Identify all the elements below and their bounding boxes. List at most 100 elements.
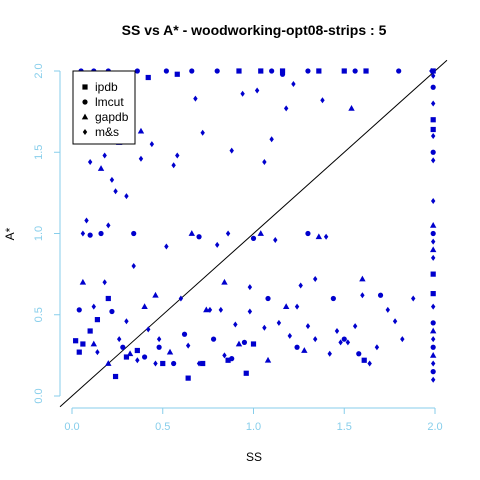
data-point-square <box>185 375 191 381</box>
data-point-circle <box>171 360 177 367</box>
data-point-circle <box>265 295 271 302</box>
data-point-diamond <box>233 321 238 328</box>
data-point-diamond <box>345 339 351 346</box>
data-point-diamond <box>360 292 365 299</box>
y-tick-label: 0.0 <box>33 388 45 403</box>
data-point-triangle <box>348 104 355 111</box>
data-point-circle <box>241 339 248 345</box>
data-point-diamond <box>164 243 169 250</box>
series-gapdb <box>79 104 437 366</box>
legend-label: lmcut <box>95 95 124 109</box>
data-point-triangle <box>79 278 87 285</box>
data-point-triangle <box>152 291 159 298</box>
data-point-circle <box>250 235 257 241</box>
data-point-circle <box>98 230 104 237</box>
data-point-circle <box>142 354 148 360</box>
data-point-diamond <box>116 336 122 343</box>
data-point-square <box>105 295 111 302</box>
data-point-diamond <box>298 282 303 289</box>
data-point-diamond <box>131 263 136 269</box>
y-tick-label: 1.5 <box>33 145 45 160</box>
data-point-circle <box>210 336 217 342</box>
data-point-diamond <box>149 141 155 148</box>
data-point-diamond <box>91 303 96 310</box>
data-point-circle <box>279 71 286 77</box>
data-point-diamond <box>109 176 115 183</box>
data-point-circle <box>76 307 82 313</box>
data-point-diamond <box>338 339 343 346</box>
data-point-circle <box>430 344 436 350</box>
data-point-diamond <box>84 217 89 224</box>
legend-label: m&s <box>95 125 119 139</box>
data-point-diamond <box>178 295 184 302</box>
data-point-diamond <box>334 328 340 334</box>
data-point-circle <box>305 230 311 237</box>
data-point-triangle <box>429 246 437 253</box>
data-point-triangle <box>166 348 174 355</box>
series-m-s <box>80 68 436 383</box>
legend-label: gapdb <box>95 110 129 124</box>
chart-title: SS vs A* - woodworking-opt08-strips : 5 <box>122 22 387 38</box>
data-point-diamond <box>430 376 436 383</box>
data-point-triangle <box>126 350 134 357</box>
data-point-diamond <box>225 230 231 237</box>
data-point-circle <box>430 149 436 155</box>
data-points <box>73 68 437 383</box>
data-point-diamond <box>185 342 191 349</box>
data-point-triangle <box>429 351 437 358</box>
data-point-diamond <box>294 303 300 310</box>
data-point-diamond <box>102 152 107 159</box>
data-point-circle <box>430 369 436 375</box>
data-point-square <box>363 68 369 74</box>
data-point-triangle <box>429 221 437 228</box>
data-point-square <box>134 347 140 354</box>
data-point-square <box>250 341 257 347</box>
data-point-diamond <box>196 360 202 367</box>
y-axis-label: A* <box>3 227 17 240</box>
data-point-triangle <box>235 340 243 347</box>
data-point-diamond <box>374 344 380 351</box>
data-point-diamond <box>430 157 436 164</box>
data-point-circle <box>131 230 137 237</box>
y-tick-label: 2.0 <box>33 63 45 78</box>
data-point-circle <box>377 292 384 298</box>
data-point-circle <box>196 234 202 240</box>
x-tick-label: 2.0 <box>427 421 442 433</box>
data-point-diamond <box>102 279 107 286</box>
data-point-square <box>225 357 231 363</box>
data-point-diamond <box>95 349 100 356</box>
data-point-triangle <box>282 303 290 310</box>
data-point-square <box>145 74 151 81</box>
data-point-diamond <box>156 336 162 343</box>
data-point-diamond <box>262 324 267 331</box>
data-point-diamond <box>247 308 253 315</box>
data-point-square <box>123 354 130 360</box>
data-point-square <box>174 71 180 77</box>
data-point-diamond <box>430 254 436 261</box>
data-point-triangle <box>203 306 210 313</box>
data-point-diamond <box>153 360 158 367</box>
legend-symbol-diamond <box>82 129 88 135</box>
data-point-square <box>73 338 79 344</box>
data-point-diamond <box>430 336 436 343</box>
data-point-diamond <box>87 159 93 165</box>
data-point-diamond <box>430 72 436 79</box>
data-point-square <box>361 357 367 363</box>
x-axis-label: SS <box>246 450 262 464</box>
data-point-square <box>430 271 436 277</box>
data-point-circle <box>294 344 300 350</box>
data-point-diamond <box>135 357 140 364</box>
data-point-diamond <box>323 233 329 240</box>
data-point-square <box>258 68 264 74</box>
data-point-square <box>80 341 86 347</box>
y-tick-label: 0.5 <box>33 307 45 322</box>
data-point-circle <box>134 68 140 74</box>
legend-symbol-triangle <box>81 113 89 120</box>
data-point-circle <box>156 344 162 350</box>
x-axis-ticks: 0.0 0.5 1.0 1.5 2.0 <box>64 408 443 433</box>
data-point-diamond <box>430 238 436 245</box>
data-point-circle <box>430 84 436 90</box>
data-point-diamond <box>273 237 278 243</box>
